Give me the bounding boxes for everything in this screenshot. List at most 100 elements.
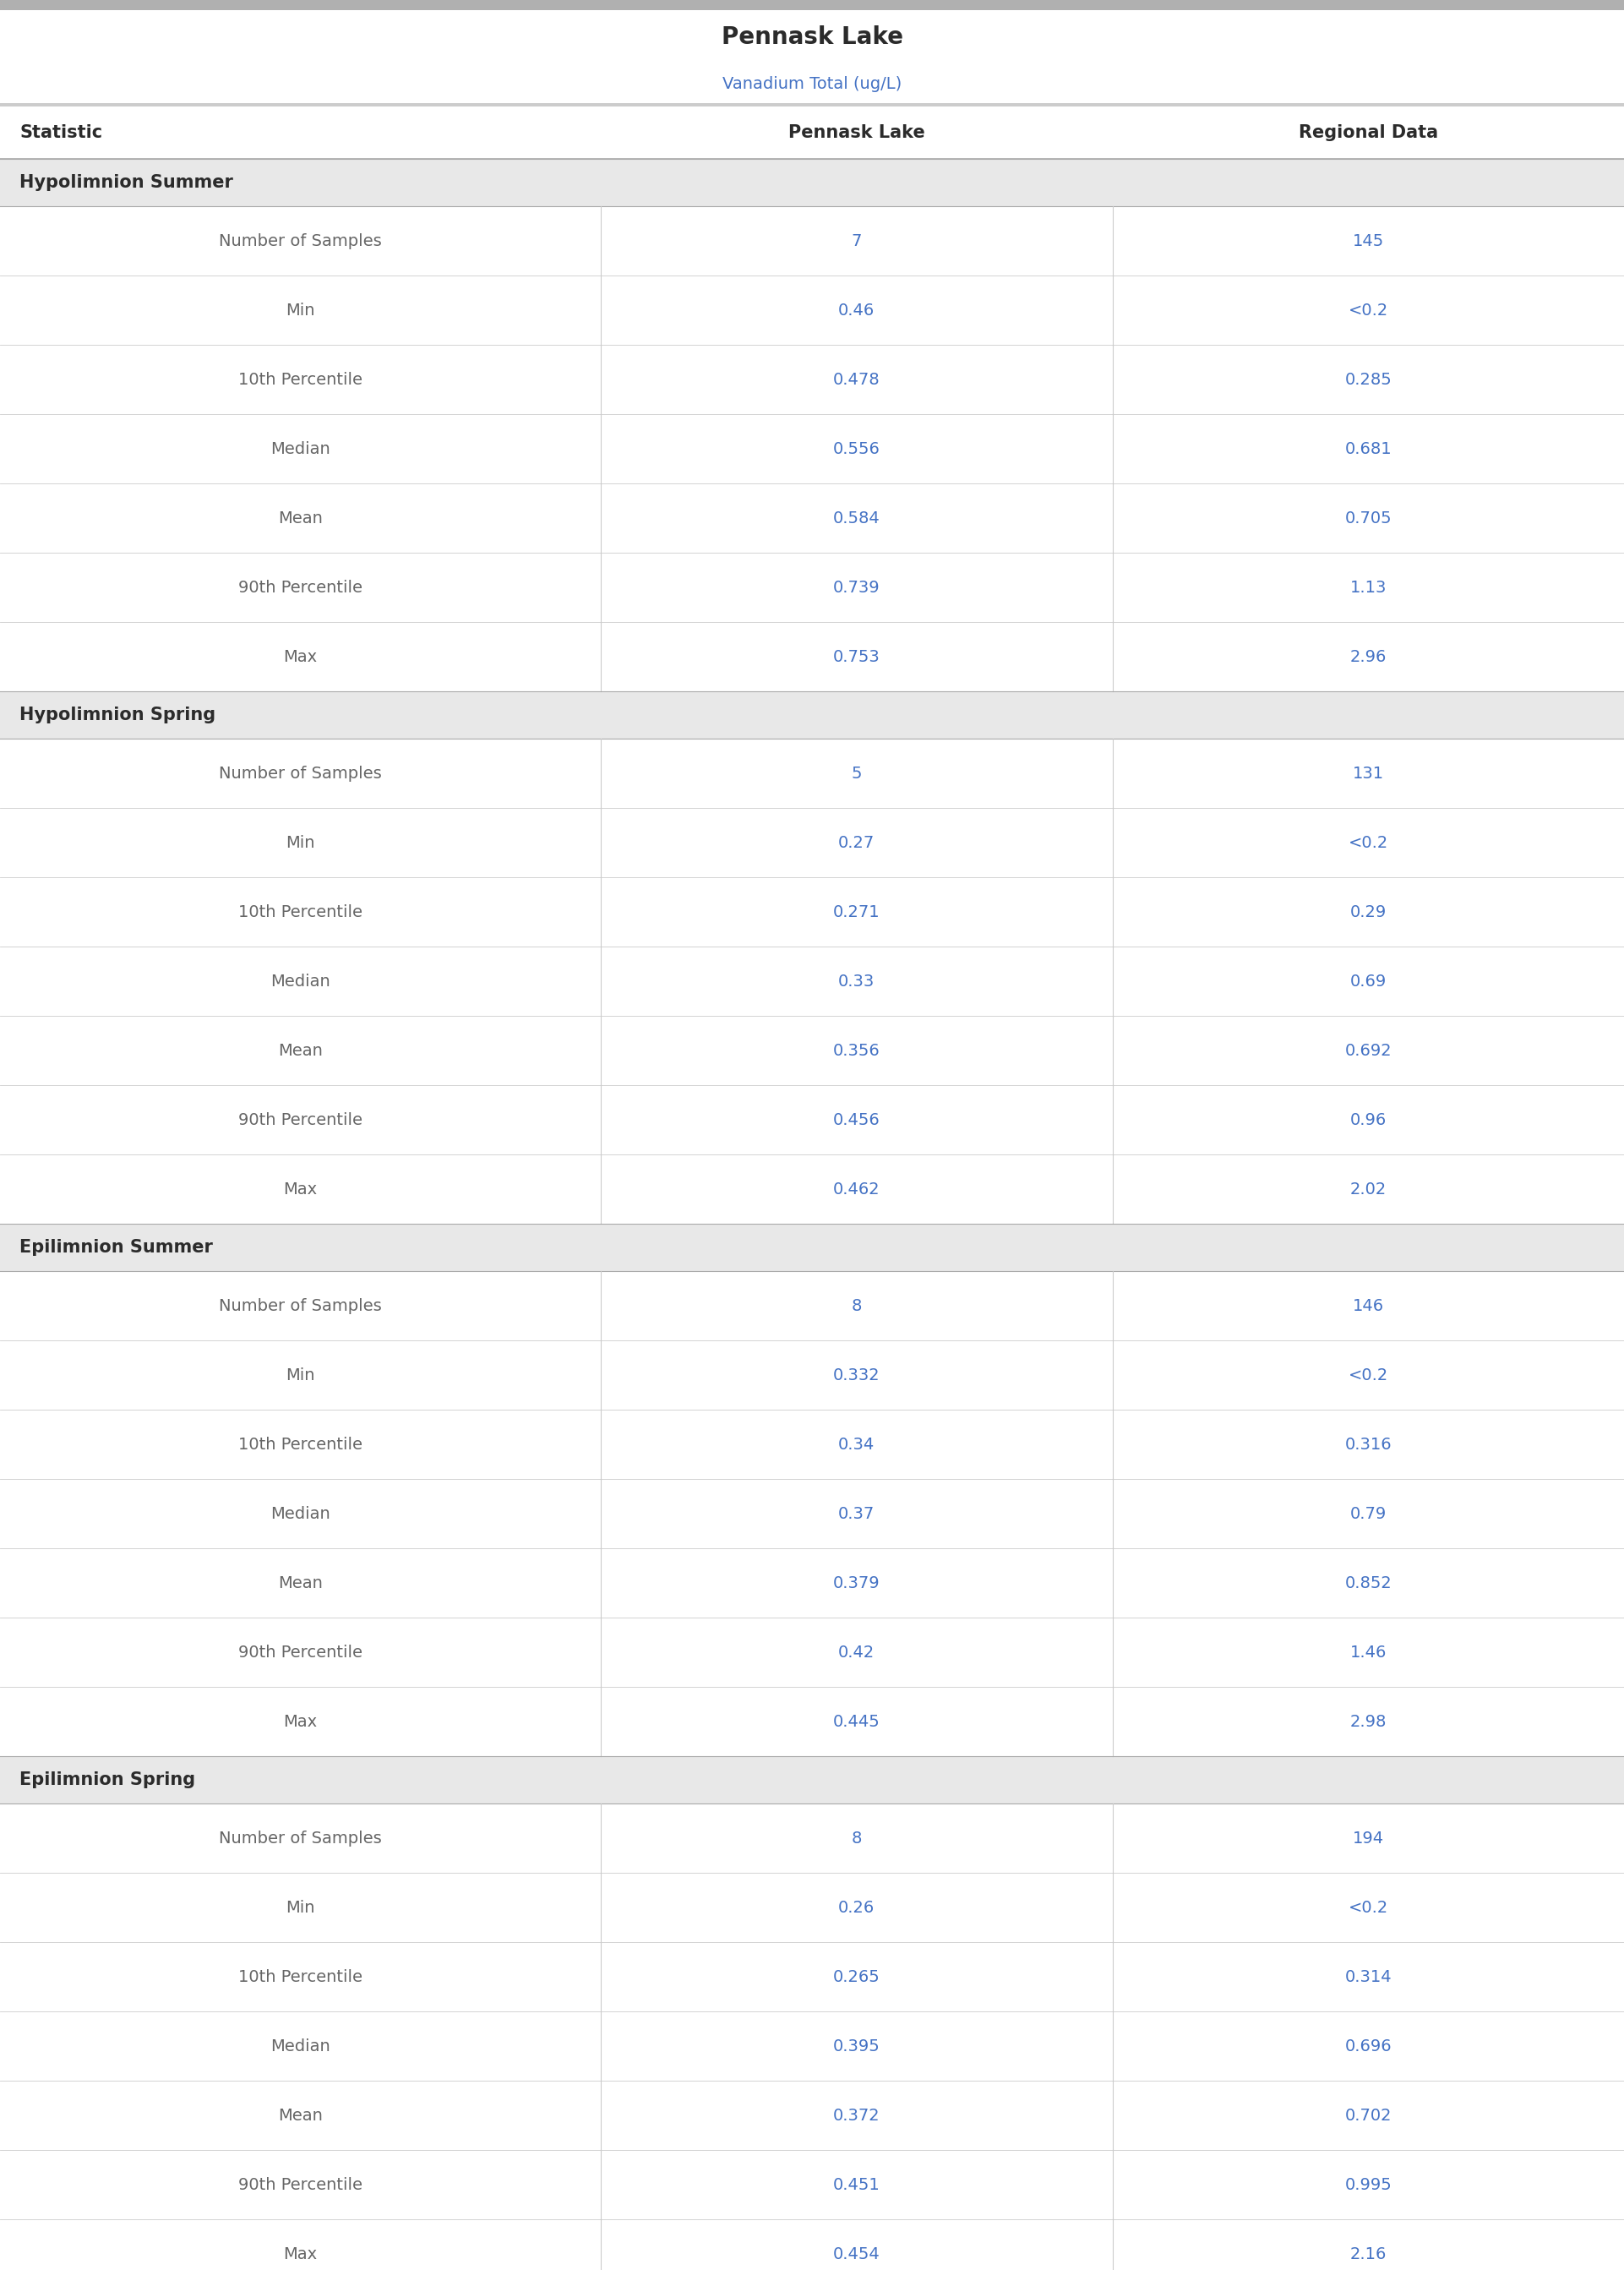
Bar: [0, 413, 1624, 484]
Text: 10th Percentile: 10th Percentile: [239, 903, 362, 919]
Text: 0.372: 0.372: [833, 2107, 880, 2122]
Text: 10th Percentile: 10th Percentile: [239, 372, 362, 388]
Bar: [0, 275, 1624, 345]
Text: 145: 145: [1353, 234, 1384, 250]
Text: Median: Median: [271, 2038, 330, 2054]
Text: 2.16: 2.16: [1350, 2245, 1387, 2261]
Text: <0.2: <0.2: [1348, 302, 1389, 318]
Text: 0.42: 0.42: [838, 1643, 875, 1659]
Bar: [0, 2082, 1624, 2150]
Text: 2.98: 2.98: [1350, 1714, 1387, 1730]
Text: 0.285: 0.285: [1345, 372, 1392, 388]
Text: Min: Min: [286, 302, 315, 318]
Bar: [0, 1757, 1624, 1802]
Text: Hypolimnion Summer: Hypolimnion Summer: [19, 175, 234, 191]
Text: 0.739: 0.739: [833, 579, 880, 595]
Text: Regional Data: Regional Data: [1299, 125, 1437, 141]
Text: 90th Percentile: 90th Percentile: [239, 579, 362, 595]
Text: 0.852: 0.852: [1345, 1575, 1392, 1591]
Bar: [0, 66, 1624, 102]
Text: 0.69: 0.69: [1350, 974, 1387, 990]
Bar: [0, 622, 1624, 692]
Text: <0.2: <0.2: [1348, 1900, 1389, 1916]
Text: 0.314: 0.314: [1345, 1968, 1392, 1984]
Text: Number of Samples: Number of Samples: [219, 1298, 382, 1314]
Text: 2.02: 2.02: [1350, 1180, 1387, 1196]
Text: <0.2: <0.2: [1348, 835, 1389, 851]
Text: 0.79: 0.79: [1350, 1505, 1387, 1521]
Text: Pennask Lake: Pennask Lake: [788, 125, 926, 141]
Text: Vanadium Total (ug/L): Vanadium Total (ug/L): [723, 77, 901, 93]
Text: 0.379: 0.379: [833, 1575, 880, 1591]
Text: Epilimnion Summer: Epilimnion Summer: [19, 1239, 213, 1255]
Text: 1.46: 1.46: [1350, 1643, 1387, 1659]
Text: 0.456: 0.456: [833, 1112, 880, 1128]
Text: 10th Percentile: 10th Percentile: [239, 1437, 362, 1453]
Text: 0.454: 0.454: [833, 2245, 880, 2261]
Text: 131: 131: [1353, 765, 1384, 781]
Text: 2.96: 2.96: [1350, 649, 1387, 665]
Text: Epilimnion Spring: Epilimnion Spring: [19, 1771, 195, 1789]
Bar: [0, 692, 1624, 738]
Text: 0.46: 0.46: [838, 302, 875, 318]
Text: 10th Percentile: 10th Percentile: [239, 1968, 362, 1984]
Bar: [0, 1619, 1624, 1687]
Text: Statistic: Statistic: [19, 125, 102, 141]
Text: 0.37: 0.37: [838, 1505, 875, 1521]
Text: Min: Min: [286, 1900, 315, 1916]
Text: 146: 146: [1353, 1298, 1384, 1314]
Bar: [0, 2011, 1624, 2082]
Text: 7: 7: [851, 234, 862, 250]
Text: Min: Min: [286, 1367, 315, 1382]
Bar: [0, 2150, 1624, 2220]
Bar: [0, 107, 1624, 159]
Text: 0.681: 0.681: [1345, 440, 1392, 456]
Text: 90th Percentile: 90th Percentile: [239, 2177, 362, 2193]
Bar: [0, 738, 1624, 808]
Text: 0.445: 0.445: [833, 1714, 880, 1730]
Text: 0.29: 0.29: [1350, 903, 1387, 919]
Text: 0.451: 0.451: [833, 2177, 880, 2193]
Text: 0.271: 0.271: [833, 903, 880, 919]
Text: 0.356: 0.356: [833, 1042, 880, 1058]
Text: Min: Min: [286, 835, 315, 851]
Text: 0.332: 0.332: [833, 1367, 880, 1382]
Text: Median: Median: [271, 974, 330, 990]
Bar: [0, 1085, 1624, 1155]
Text: Max: Max: [284, 1714, 317, 1730]
Text: Pennask Lake: Pennask Lake: [721, 25, 903, 50]
Text: 0.696: 0.696: [1345, 2038, 1392, 2054]
Text: Median: Median: [271, 440, 330, 456]
Bar: [0, 159, 1624, 207]
Text: 194: 194: [1353, 1830, 1384, 1846]
Bar: [0, 1224, 1624, 1271]
Bar: [0, 1017, 1624, 1085]
Text: Hypolimnion Spring: Hypolimnion Spring: [19, 706, 216, 724]
Text: Number of Samples: Number of Samples: [219, 1830, 382, 1846]
Text: 0.33: 0.33: [838, 974, 875, 990]
Text: 0.96: 0.96: [1350, 1112, 1387, 1128]
Text: <0.2: <0.2: [1348, 1367, 1389, 1382]
Text: 0.316: 0.316: [1345, 1437, 1392, 1453]
Bar: [0, 102, 1624, 107]
Text: 8: 8: [851, 1298, 862, 1314]
Text: Mean: Mean: [278, 511, 323, 527]
Text: 0.556: 0.556: [833, 440, 880, 456]
Bar: [0, 1873, 1624, 1943]
Bar: [0, 1943, 1624, 2011]
Text: 0.265: 0.265: [833, 1968, 880, 1984]
Bar: [0, 0, 1624, 9]
Text: 1.13: 1.13: [1350, 579, 1387, 595]
Bar: [0, 876, 1624, 947]
Text: 0.995: 0.995: [1345, 2177, 1392, 2193]
Text: Median: Median: [271, 1505, 330, 1521]
Bar: [0, 345, 1624, 413]
Bar: [0, 1687, 1624, 1757]
Text: Number of Samples: Number of Samples: [219, 234, 382, 250]
Bar: [0, 552, 1624, 622]
Text: Max: Max: [284, 2245, 317, 2261]
Bar: [0, 484, 1624, 552]
Text: 0.26: 0.26: [838, 1900, 875, 1916]
Text: 5: 5: [851, 765, 862, 781]
Text: 0.692: 0.692: [1345, 1042, 1392, 1058]
